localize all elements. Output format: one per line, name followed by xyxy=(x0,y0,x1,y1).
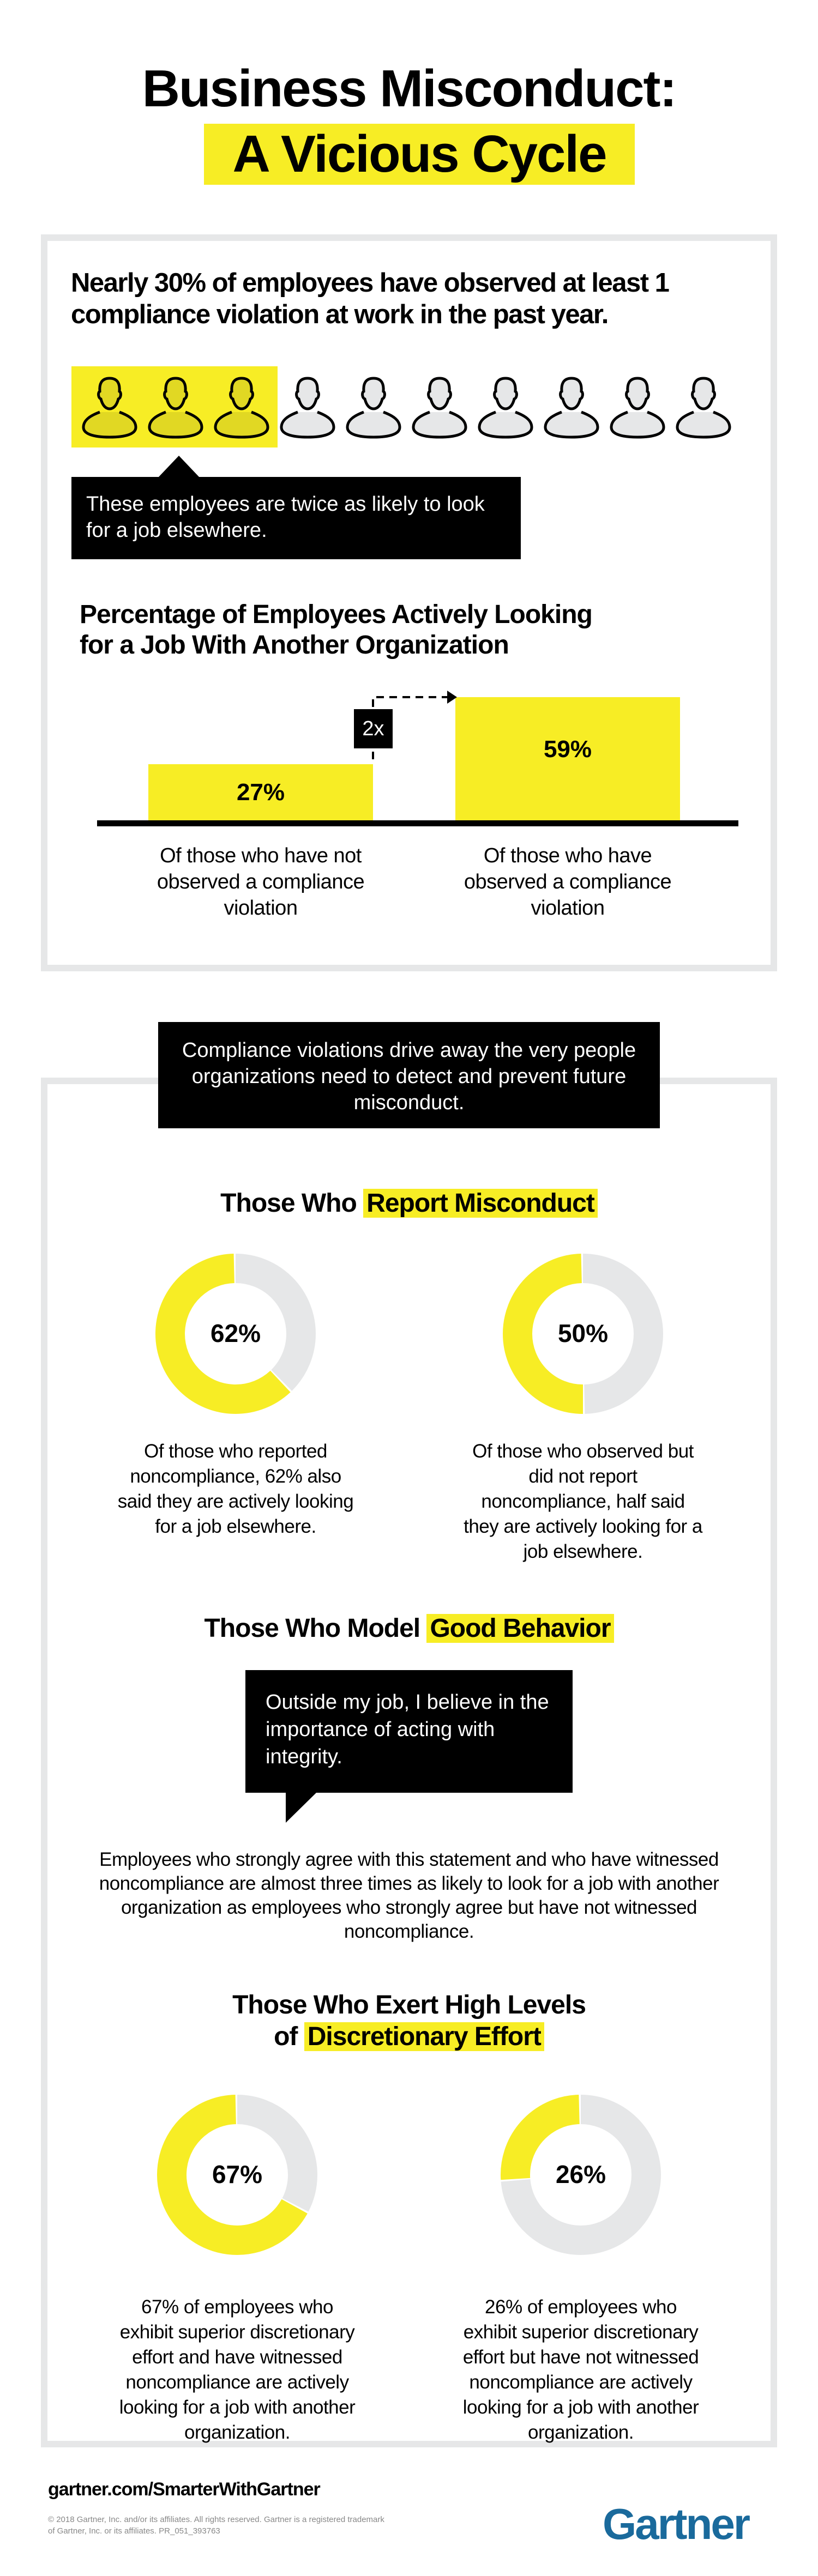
donut-caption: 67% of employees who exhibit superior di… xyxy=(119,2296,356,2443)
good-behavior-paragraph: Employees who strongly agree with this s… xyxy=(99,1849,719,1942)
person-icon-highlighted xyxy=(213,376,270,439)
people-icon-row xyxy=(71,366,764,448)
copyright-line-2: of Gartner, Inc. or its affiliates. PR_0… xyxy=(48,2526,220,2536)
effort-heading-highlight: Discretionary Effort xyxy=(304,2022,544,2051)
donut-caption: Of those who reported noncompliance, 62%… xyxy=(117,1441,354,1537)
chart-heading-line-1: Percentage of Employees Actively Looking xyxy=(80,600,593,629)
transition-banner: Compliance violations drive away the ver… xyxy=(158,1022,660,1128)
good-behavior-heading-plain: Those Who Model xyxy=(204,1614,420,1643)
donut-value-segment xyxy=(155,1254,316,1414)
copyright-line-1: © 2018 Gartner, Inc. and/or its affiliat… xyxy=(48,2515,384,2524)
gartner-logo: Gartner xyxy=(603,2500,750,2548)
title-line-2: A Vicious Cycle xyxy=(204,124,635,185)
quote-bubble-tail xyxy=(286,1792,317,1823)
bar: 59% xyxy=(455,697,680,820)
headline-stat: Nearly 30% of employees have observed at… xyxy=(71,268,670,329)
donut-chart xyxy=(503,1254,663,1414)
chart-heading: Percentage of Employees Actively Looking… xyxy=(80,600,761,661)
good-behavior-heading-highlight: Good Behavior xyxy=(426,1614,614,1643)
donut-caption: Of those who observed but did not report… xyxy=(464,1441,702,1562)
donut-remainder-segment xyxy=(501,2095,661,2255)
good-behavior-heading: Those Who Model Good Behavior xyxy=(0,1613,818,1644)
donut-chart xyxy=(501,2095,661,2255)
person-icon xyxy=(543,376,600,439)
multiplier-badge: 2x xyxy=(354,709,393,748)
donut-caption: 26% of employees who exhibit superior di… xyxy=(462,2296,699,2443)
effort-heading-plain: of xyxy=(274,2022,298,2051)
title-line-1: Business Misconduct: xyxy=(142,59,677,118)
bar-category-label: Of those who have observed a compliance … xyxy=(464,844,672,920)
person-icon-highlighted xyxy=(81,376,138,439)
footer-url[interactable]: gartner.com/SmarterWithGartner xyxy=(48,2479,321,2500)
panel-observed-violations xyxy=(41,234,777,971)
bar-category-label: Of those who have not observed a complia… xyxy=(157,844,365,920)
panel-impact xyxy=(41,1078,777,2447)
donut-value-label: 67% xyxy=(212,2160,263,2188)
bar-value-label: 27% xyxy=(236,778,285,806)
callout-pointer xyxy=(158,456,200,477)
report-heading-plain: Those Who xyxy=(220,1189,357,1218)
person-icon xyxy=(345,376,402,439)
person-icon xyxy=(609,376,666,439)
donut-value-label: 50% xyxy=(557,1319,609,1347)
quote-bubble: Outside my job, I believe in the importa… xyxy=(245,1670,573,1793)
donut-remainder-segment xyxy=(157,2095,317,2255)
person-icon xyxy=(279,376,336,439)
callout-box: These employees are twice as likely to l… xyxy=(71,477,521,559)
person-icon xyxy=(411,376,468,439)
donut-value-segment xyxy=(503,1254,663,1414)
donut-remainder-segment xyxy=(155,1254,316,1414)
donut-chart xyxy=(155,1254,316,1414)
report-heading-highlight: Report Misconduct xyxy=(363,1189,598,1218)
effort-heading-line-1: Those Who Exert High Levels xyxy=(232,1991,586,2019)
report-heading: Those Who Report Misconduct xyxy=(0,1188,818,1219)
donut-remainder-segment xyxy=(503,1254,663,1414)
person-icon-highlighted xyxy=(147,376,204,439)
person-icon xyxy=(675,376,732,439)
bar-value-label: 59% xyxy=(543,736,592,763)
chart-heading-line-2: for a Job With Another Organization xyxy=(80,631,509,660)
donut-value-label: 62% xyxy=(210,1319,261,1347)
chart-baseline xyxy=(97,820,738,826)
copyright: © 2018 Gartner, Inc. and/or its affiliat… xyxy=(48,2514,384,2537)
donut-value-label: 26% xyxy=(555,2160,606,2188)
effort-heading: Those Who Exert High Levels of Discretio… xyxy=(0,1990,818,2053)
donut-chart xyxy=(157,2095,317,2255)
bar: 27% xyxy=(148,764,373,820)
person-icon xyxy=(477,376,534,439)
